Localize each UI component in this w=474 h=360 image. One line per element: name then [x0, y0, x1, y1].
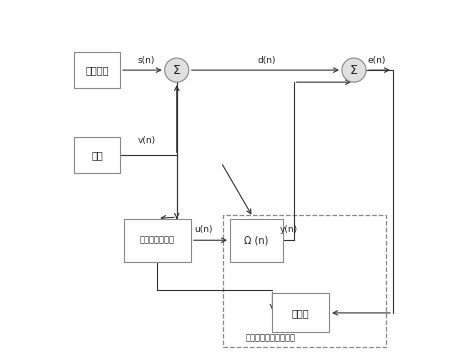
Bar — [124, 219, 191, 261]
Text: v(n): v(n) — [137, 136, 155, 145]
Bar — [230, 219, 283, 261]
Text: d(n): d(n) — [258, 56, 276, 65]
Bar — [74, 53, 120, 88]
Text: 滤波器: 滤波器 — [292, 308, 310, 318]
Text: 噪声: 噪声 — [91, 150, 103, 160]
Text: 原始信号: 原始信号 — [85, 65, 109, 75]
Text: y(n): y(n) — [279, 225, 298, 234]
Text: e(n): e(n) — [368, 56, 386, 65]
Text: 稀疏核自适应滤波算法: 稀疏核自适应滤波算法 — [246, 333, 296, 342]
Text: Ω (n): Ω (n) — [244, 235, 269, 245]
Bar — [74, 138, 120, 173]
Bar — [223, 215, 386, 347]
Text: u(n): u(n) — [194, 225, 212, 234]
Circle shape — [164, 58, 189, 82]
Text: s(n): s(n) — [138, 56, 155, 65]
Text: $\Sigma$: $\Sigma$ — [172, 64, 182, 77]
Text: $\Sigma$: $\Sigma$ — [349, 64, 358, 77]
Text: 非线性失真信号: 非线性失真信号 — [140, 236, 175, 245]
Circle shape — [342, 58, 366, 82]
Bar — [273, 293, 329, 332]
